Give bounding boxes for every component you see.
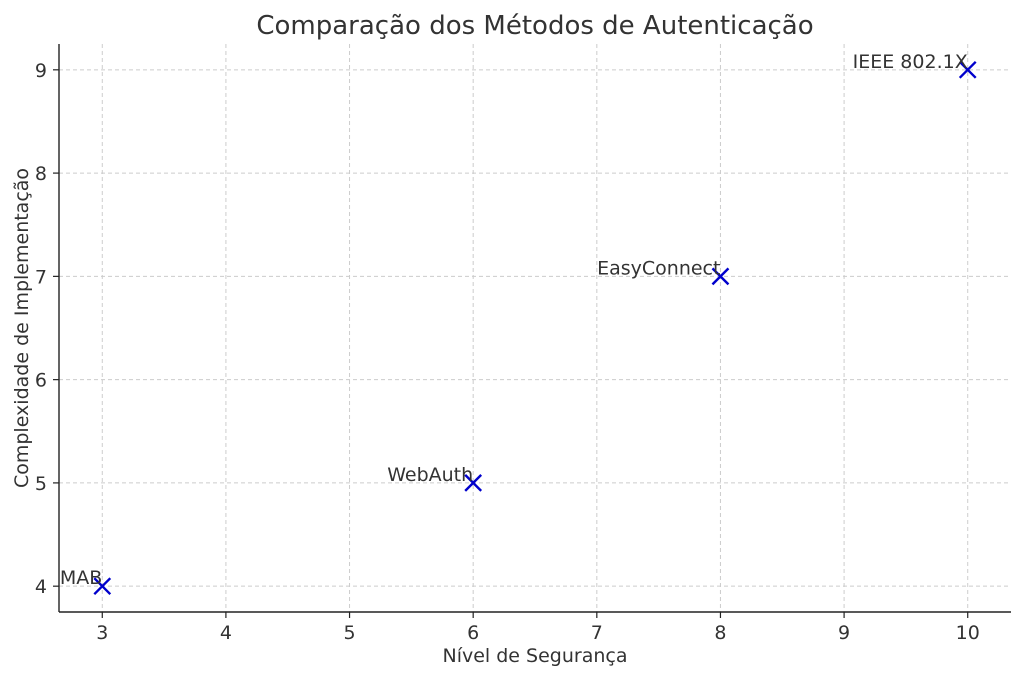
data-point: EasyConnect bbox=[597, 257, 730, 286]
data-point: IEEE 802.1X bbox=[853, 51, 977, 79]
data-point: MAB bbox=[60, 567, 112, 596]
y-tick-label: 5 bbox=[35, 473, 47, 495]
x-tick-label: 3 bbox=[96, 622, 108, 644]
y-tick-label: 4 bbox=[35, 576, 47, 598]
x-axis-label: Nível de Segurança bbox=[443, 645, 628, 667]
point-label: EasyConnect bbox=[597, 257, 720, 279]
tick-labels: 3 4 5 6 7 8 9 10 4 5 6 7 8 9 bbox=[35, 60, 980, 644]
x-tick-label: 6 bbox=[467, 622, 479, 644]
x-tick-label: 5 bbox=[343, 622, 355, 644]
y-tick-label: 7 bbox=[35, 266, 47, 288]
grid-lines bbox=[59, 44, 1011, 612]
y-tick-label: 9 bbox=[35, 60, 47, 82]
data-points: MAB WebAuth EasyConnect IEEE 802.1X bbox=[60, 51, 977, 596]
point-label: MAB bbox=[60, 567, 102, 589]
y-axis-label: Complexidade de Implementação bbox=[11, 168, 33, 488]
x-marker-stroke bbox=[711, 267, 730, 286]
x-tick-label: 4 bbox=[220, 622, 232, 644]
x-tick-label: 8 bbox=[714, 622, 726, 644]
y-tick-label: 6 bbox=[35, 370, 47, 392]
x-marker-stroke bbox=[958, 60, 977, 79]
x-tick-label: 7 bbox=[591, 622, 603, 644]
point-label: WebAuth bbox=[387, 464, 473, 486]
chart-title: Comparação dos Métodos de Autenticação bbox=[256, 11, 813, 41]
x-marker-stroke bbox=[93, 577, 112, 596]
data-point: WebAuth bbox=[387, 464, 483, 492]
axes bbox=[53, 44, 1011, 618]
y-tick-label: 8 bbox=[35, 163, 47, 185]
x-tick-label: 9 bbox=[838, 622, 850, 644]
point-label: IEEE 802.1X bbox=[853, 51, 968, 73]
x-tick-label: 10 bbox=[956, 622, 980, 644]
x-marker-stroke bbox=[464, 474, 483, 492]
